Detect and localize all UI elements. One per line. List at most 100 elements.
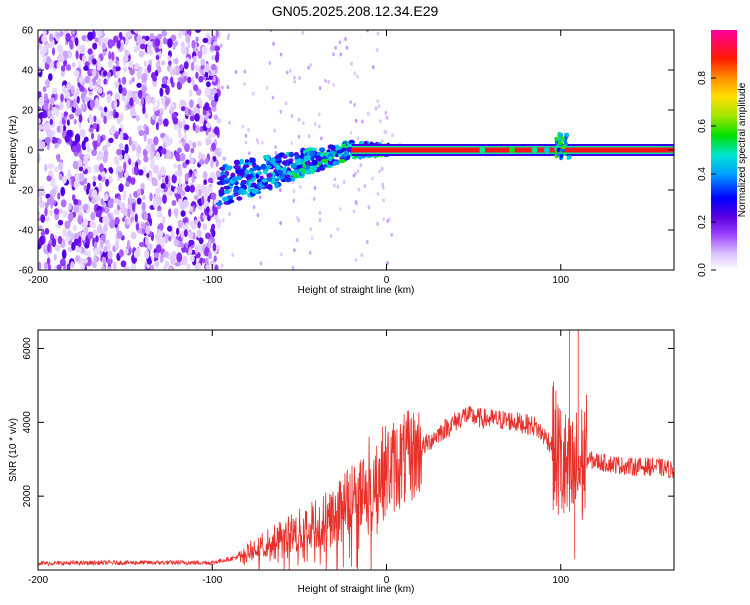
spectrogram-cell (266, 165, 272, 169)
spectrogram-cell (75, 255, 80, 262)
spectrogram-cell (172, 42, 176, 50)
spectrogram-cell (259, 175, 264, 181)
spectrogram-cell (559, 132, 563, 138)
spectrogram-cell (98, 106, 103, 112)
spectrogram-cell (135, 222, 140, 231)
spectrogram-cell (128, 79, 133, 85)
spectrogram-cell (92, 68, 97, 77)
spectrogram-cell (98, 182, 103, 192)
spectrogram-cell (202, 223, 208, 231)
spectrogram-cell (263, 154, 271, 159)
spectrogram-cell (216, 221, 221, 230)
spectrogram-cell (170, 231, 175, 240)
spectrogram-cell (77, 215, 83, 225)
spectrogram-cell (68, 113, 75, 120)
spectrogram-cell (40, 214, 46, 223)
spectrogram-cell (152, 76, 158, 82)
spectrogram-cell (143, 60, 147, 67)
spectrogram-cell (386, 219, 390, 223)
spectrogram-cell (105, 216, 110, 226)
spectrogram-cell (92, 58, 97, 65)
spectrogram-cell (199, 153, 206, 159)
spectrogram-cell (70, 85, 75, 95)
spectrogram-cell (61, 175, 67, 184)
spectrogram-cell (60, 124, 64, 133)
spectrogram-cell (154, 38, 161, 47)
spectrogram-cell (84, 75, 91, 84)
spectrogram-cell (178, 198, 182, 206)
spectrogram-cell (322, 155, 327, 160)
spectrogram-cell (201, 195, 205, 205)
spectrogram-cell (271, 95, 275, 100)
spectrogram-cell (178, 178, 182, 187)
spectrogram-cell (258, 195, 262, 200)
spectrogram-cell (109, 110, 113, 116)
spectrogram-cell (382, 198, 386, 203)
spectrogram-cell (376, 222, 379, 226)
spectrogram-cell (155, 122, 159, 131)
spectrogram-cell (200, 58, 206, 66)
spectrogram-cell (51, 187, 57, 198)
spectrogram-cell (192, 55, 197, 63)
spectrogram-cell (138, 50, 145, 58)
spectrogram-cell (159, 254, 164, 263)
spectrogram-cell (333, 183, 336, 188)
spectrogram-cell (38, 124, 43, 131)
spectrogram-cell (213, 255, 217, 262)
spectrogram-cell (136, 197, 142, 205)
spectrogram-cell (86, 256, 92, 267)
spectrogram-cell (289, 68, 292, 73)
spectrogram-cell (134, 213, 138, 223)
spectrogram-cell (44, 43, 48, 54)
spectrogram-cell (100, 198, 104, 205)
spectrogram-cell (145, 225, 151, 235)
spectrogram-cell (139, 43, 146, 50)
colorbar-tick-label: 0.8 (697, 71, 708, 85)
spectrogram-cell (245, 175, 252, 180)
spectrogram-cell (58, 173, 63, 180)
spectrogram-xtick-label: 0 (384, 275, 390, 286)
spectrogram-cell (226, 85, 229, 90)
spectrogram-cell (106, 242, 111, 251)
spectrogram-cell (202, 258, 206, 264)
spectrogram-cell (145, 144, 152, 152)
spectrogram-cell (352, 173, 356, 178)
spectrogram-cell (168, 60, 172, 66)
spectrogram-cell (73, 70, 80, 77)
spectrogram-cell (53, 166, 59, 173)
spectrogram-cell (309, 227, 313, 232)
spectrogram-cell (197, 97, 201, 104)
spectrogram-cell (260, 163, 267, 170)
spectrogram-cell (155, 188, 160, 198)
spectrogram-cell (336, 227, 340, 232)
spectrogram-cell (479, 147, 486, 153)
spectrogram-cell (84, 61, 90, 67)
spectrogram-cell (261, 178, 268, 183)
spectrogram-cell (204, 71, 209, 78)
spectrogram-cell (235, 169, 242, 175)
spectrogram-cell (78, 247, 82, 253)
spectrogram-cell (159, 166, 166, 176)
spectrogram-cell (204, 157, 209, 165)
spectrogram-cell (83, 185, 87, 191)
spectrogram-cell (310, 236, 314, 241)
spectrogram-cell (212, 156, 217, 162)
spectrogram-cell (243, 69, 247, 74)
spectrogram-cell (186, 186, 190, 193)
spectrogram-cell (180, 45, 187, 55)
spectrogram-cell (107, 39, 114, 49)
spectrogram-cell (255, 138, 259, 142)
spectrogram-cell (157, 205, 162, 212)
spectrogram-cell (45, 78, 50, 89)
spectrogram-cell (212, 204, 216, 212)
spectrogram-cell (67, 212, 74, 222)
spectrogram-cell (112, 65, 116, 75)
spectrogram-cell (128, 192, 132, 203)
spectrogram-cell (133, 30, 140, 34)
spectrogram-cell (182, 217, 188, 224)
spectrogram-cell (71, 176, 75, 187)
spectrogram-cell (92, 42, 98, 50)
spectrogram-cell (195, 71, 199, 79)
spectrogram-cell (83, 250, 87, 256)
spectrogram-cell (67, 169, 71, 178)
